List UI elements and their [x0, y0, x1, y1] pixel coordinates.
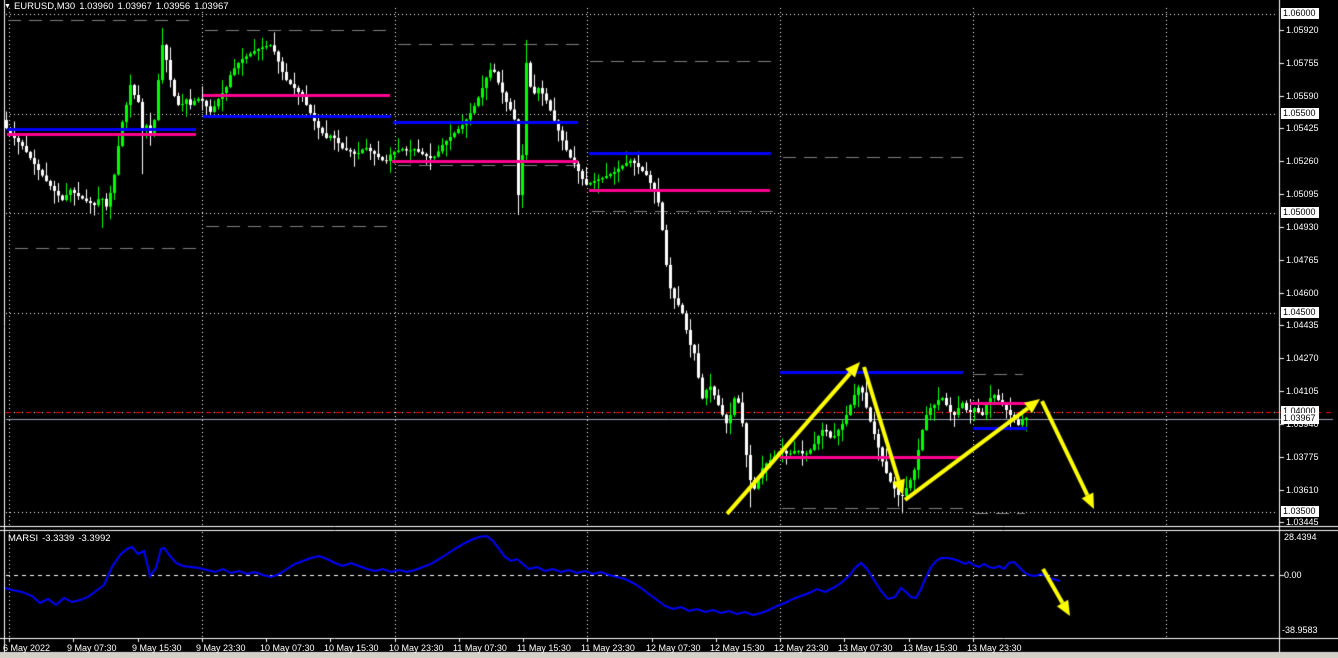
time-axis-label: 11 May 23:30 — [581, 643, 635, 653]
time-axis-label: 6 May 2022 — [3, 643, 51, 653]
time-axis-label: 10 May 07:30 — [260, 643, 315, 653]
indicator-axis-label: -38.9583 — [1282, 625, 1318, 635]
time-axis-label: 13 May 07:30 — [838, 643, 893, 653]
time-axis[interactable]: 6 May 2022 9 May 07:30 9 May 15:30 9 May 23… — [0, 641, 1338, 653]
price-axis-label: 1.05755 — [1286, 58, 1319, 68]
price-axis-label: 1.05000 — [1281, 207, 1319, 218]
indicator-name-label: MARSI -3.3339 -3.3992 — [8, 533, 115, 544]
time-axis-label: 12 May 23:30 — [774, 643, 829, 653]
price-axis-label: 1.04600 — [1286, 288, 1319, 298]
price-axis-label: 1.04500 — [1281, 307, 1319, 318]
quote-dropdown-icon[interactable]: ▼ — [4, 3, 11, 10]
time-axis-label: 12 May 15:30 — [710, 643, 765, 653]
price-axis-label: 1.05095 — [1286, 189, 1319, 199]
time-axis-label: 13 May 23:30 — [967, 643, 1022, 653]
price-axis-label: 1.04435 — [1286, 320, 1319, 330]
price-axis-label: 1.04930 — [1286, 222, 1319, 232]
chart-ohlc-info: ▼ EURUSD,M30 1.03960 1.03967 1.03956 1.03967 — [4, 1, 233, 12]
indicator-value-1: -3.3339 — [42, 533, 75, 544]
indicator-value-2: -3.3992 — [78, 533, 111, 544]
price-axis-label: 1.06000 — [1281, 8, 1319, 19]
indicator-axis[interactable]: 28.4394 0.00 -38.9583 — [1279, 531, 1338, 638]
price-axis-label: 1.04000 — [1281, 406, 1319, 417]
time-axis-label: 9 May 07:30 — [67, 643, 117, 653]
price-axis-label: 1.03445 — [1286, 517, 1319, 527]
price-axis-label: 1.05260 — [1286, 156, 1319, 166]
symbol-period-label: EURUSD,M30 — [13, 1, 76, 12]
time-axis-label: 11 May 15:30 — [517, 643, 571, 653]
price-axis-label: 1.05590 — [1286, 91, 1319, 101]
window-bottom-border — [0, 653, 1338, 658]
time-axis-label: 10 May 23:30 — [389, 643, 444, 653]
current-price-label: 1.03967 — [1281, 413, 1319, 424]
price-axis-label: 1.03610 — [1286, 485, 1319, 495]
price-axis-label: 1.05500 — [1281, 108, 1319, 119]
price-axis-label: 1.05425 — [1286, 123, 1319, 133]
indicator-name: MARSI — [8, 533, 39, 544]
indicator-axis-label: 0.00 — [1284, 570, 1302, 580]
indicator-axis-label: 28.4394 — [1284, 532, 1317, 542]
ohlc-high: 1.03967 — [117, 1, 152, 12]
ohlc-close: 1.03967 — [194, 1, 229, 12]
time-axis-label: 10 May 15:30 — [324, 643, 379, 653]
time-axis-label: 13 May 15:30 — [903, 643, 958, 653]
ohlc-open: 1.03960 — [79, 1, 114, 12]
ohlc-low: 1.03956 — [155, 1, 191, 12]
time-axis-label: 9 May 15:30 — [132, 643, 182, 653]
price-axis-label: 1.03500 — [1281, 506, 1319, 517]
price-axis-label: 1.04765 — [1286, 255, 1319, 265]
price-axis[interactable]: 1.06000 1.05920 1.05755 1.05590 1.05500 1.054… — [1279, 0, 1338, 527]
price-axis-label: 1.05920 — [1286, 25, 1319, 35]
price-axis-label: 1.04270 — [1286, 353, 1319, 363]
time-axis-label: 9 May 23:30 — [196, 643, 246, 653]
price-axis-label: 1.03775 — [1286, 452, 1319, 462]
price-axis-label: 1.04105 — [1286, 386, 1319, 396]
time-axis-label: 11 May 07:30 — [453, 643, 507, 653]
price-axis-label: 1.03940 — [1286, 419, 1319, 429]
time-axis-label: 12 May 07:30 — [646, 643, 701, 653]
